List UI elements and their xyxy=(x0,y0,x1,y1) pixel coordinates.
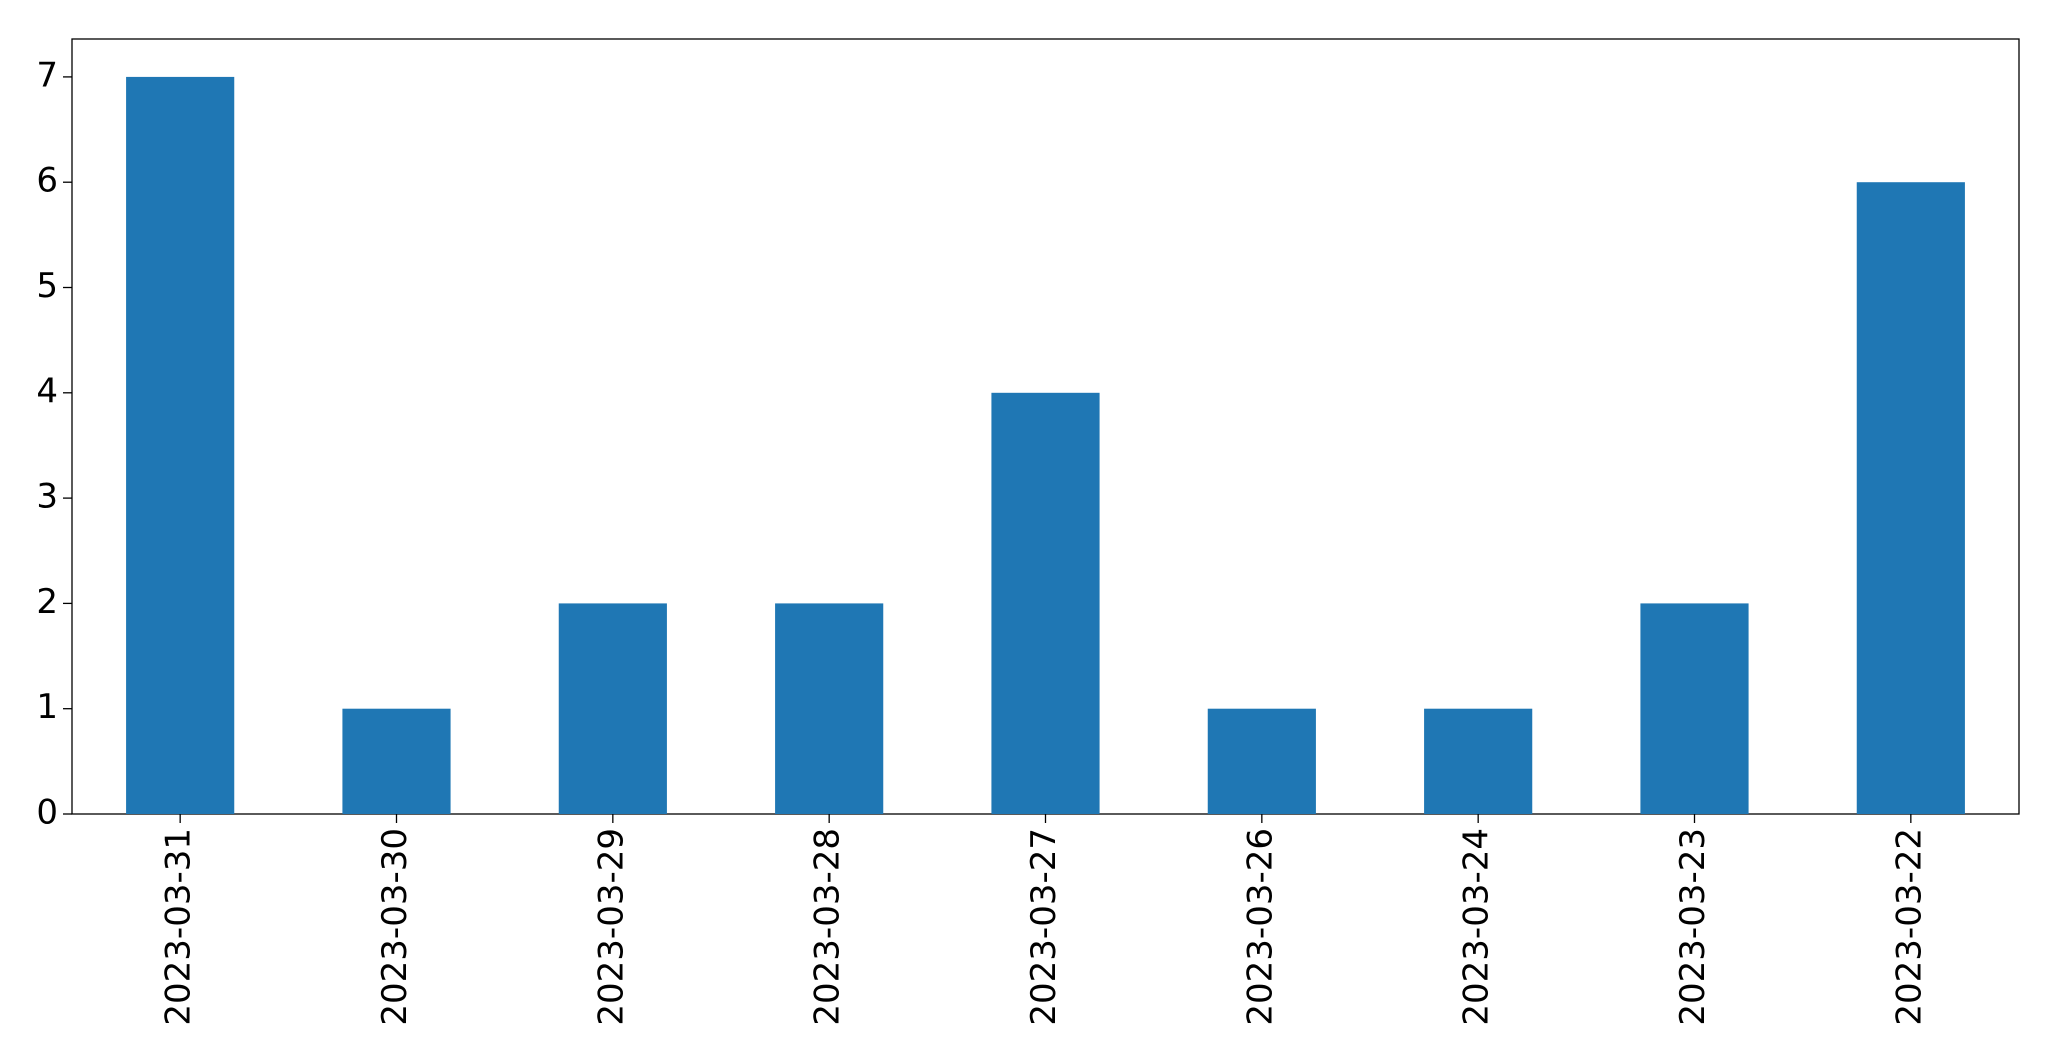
x-tick-label: 2023-03-28 xyxy=(808,828,848,1026)
y-tick-label: 6 xyxy=(36,161,58,201)
x-tick-label: 2023-03-30 xyxy=(375,828,415,1026)
bar xyxy=(342,708,451,814)
y-tick-label: 0 xyxy=(36,793,58,833)
x-tick-label: 2023-03-31 xyxy=(159,828,199,1026)
y-tick-label: 5 xyxy=(36,266,58,306)
y-tick-label: 7 xyxy=(36,55,58,95)
x-tick-label: 2023-03-26 xyxy=(1240,828,1280,1026)
y-tick-label: 2 xyxy=(36,582,58,622)
bar xyxy=(1856,182,1965,814)
bar xyxy=(1424,708,1533,814)
y-tick-label: 1 xyxy=(36,687,58,727)
bar xyxy=(558,603,667,814)
y-tick-label: 3 xyxy=(36,477,58,517)
x-tick-label: 2023-03-22 xyxy=(1889,828,1929,1026)
bar xyxy=(775,603,884,814)
x-tick-label: 2023-03-29 xyxy=(591,828,631,1026)
bar xyxy=(1207,708,1316,814)
bar xyxy=(126,76,235,815)
bar xyxy=(1640,603,1749,814)
bar xyxy=(991,392,1100,814)
y-tick-label: 4 xyxy=(36,371,58,411)
x-tick-label: 2023-03-27 xyxy=(1024,828,1064,1026)
x-tick-label: 2023-03-24 xyxy=(1457,828,1497,1026)
x-tick-label: 2023-03-23 xyxy=(1673,828,1713,1026)
